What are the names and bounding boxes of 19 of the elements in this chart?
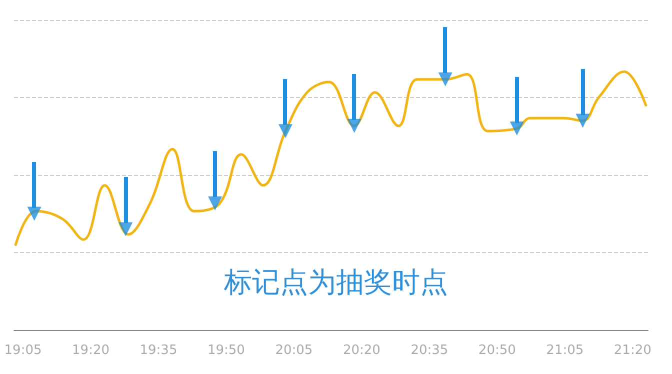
- point: [347, 118, 362, 133]
- x-tick-label: 21:20: [614, 343, 652, 358]
- point: [208, 196, 222, 210]
- x-tick-label: 20:50: [478, 343, 516, 358]
- point: [576, 114, 590, 128]
- point: [510, 122, 524, 136]
- annotation: 标记点为抽奖时点: [223, 266, 448, 298]
- x-tick-label: 20:35: [410, 343, 448, 358]
- point: [27, 206, 42, 221]
- point: [118, 222, 133, 236]
- x-tick-label: 19:20: [72, 343, 110, 358]
- point: [438, 72, 452, 86]
- x-tick-label: 20:20: [342, 343, 380, 358]
- x-tick-label: 19:05: [4, 343, 42, 358]
- point: [278, 124, 292, 138]
- x-tick-label: 20:05: [275, 343, 313, 358]
- x-tick-label: 19:50: [207, 343, 245, 358]
- x-tick-label: 21:05: [546, 343, 584, 358]
- x-tick-label: 19:35: [140, 343, 178, 358]
